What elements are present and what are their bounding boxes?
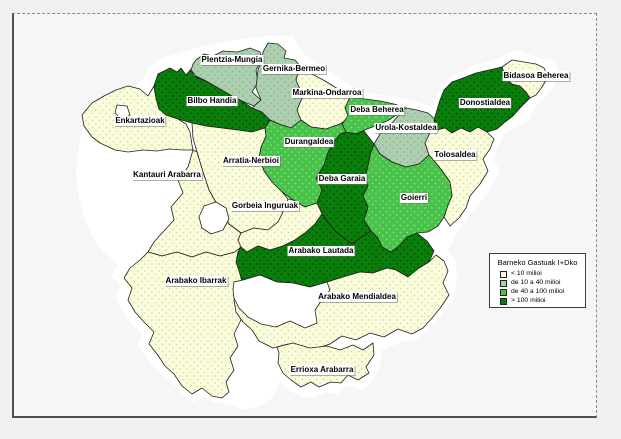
legend-item-c3: de 40 a 100 milioi xyxy=(500,288,585,296)
enclave-ordunya xyxy=(198,201,230,235)
legend-item-c1: < 10 milioi xyxy=(500,270,585,278)
legend-label-c4: > 100 milioi xyxy=(511,297,546,304)
legend-label-c2: de 10 a 40 milioi xyxy=(511,279,561,286)
legend-swatch-c1 xyxy=(500,270,507,278)
legend-item-c4: > 100 milioi xyxy=(500,297,585,305)
enclave-trevino xyxy=(232,274,331,329)
legend-title: Barneko Gastuak I+Dko xyxy=(497,258,578,267)
legend: Barneko Gastuak I+Dko < 10 milioi de 10 a… xyxy=(489,253,586,308)
legend-swatch-c3 xyxy=(500,288,507,296)
legend-label-c1: < 10 milioi xyxy=(511,270,542,277)
legend-items: < 10 milioi de 10 a 40 milioi de 40 a 100 … xyxy=(490,270,585,305)
legend-label-c3: de 40 a 100 milioi xyxy=(511,288,565,295)
legend-swatch-c4 xyxy=(500,297,507,305)
legend-swatch-c2 xyxy=(500,279,507,287)
legend-item-c2: de 10 a 40 milioi xyxy=(500,279,585,287)
